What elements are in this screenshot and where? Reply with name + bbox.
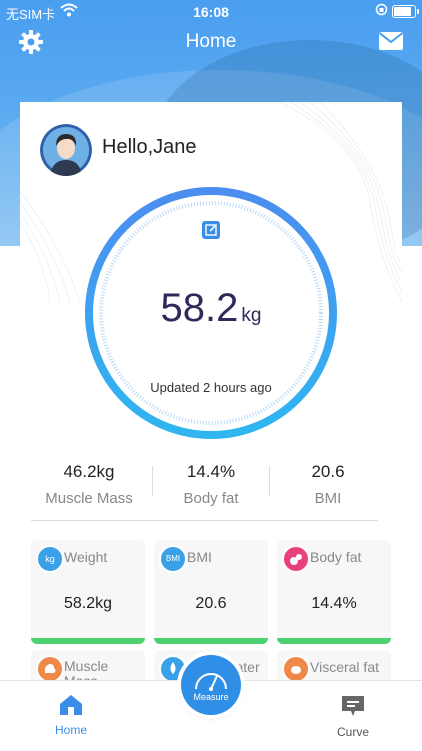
weight-readout: 58.2 kg — [0, 286, 422, 331]
weight-value: 58.2 — [160, 286, 239, 330]
bmi-icon: BMI — [159, 545, 187, 573]
divider — [152, 466, 153, 496]
tab-home[interactable]: Home — [46, 694, 96, 737]
edit-icon[interactable] — [202, 221, 220, 239]
tab-curve[interactable]: Curve — [328, 694, 378, 739]
tab-label: Home — [54, 723, 87, 737]
tile-bmi[interactable]: BMI BMI 20.6 — [154, 540, 268, 644]
summary-stats: 46.2kg Muscle Mass 14.4% Body fat 20.6 B… — [31, 462, 378, 521]
tile-value: 20.6 — [195, 595, 227, 612]
mail-icon[interactable] — [378, 31, 404, 51]
status-bar-indicator — [277, 638, 391, 644]
chart-icon — [342, 696, 364, 716]
avatar[interactable] — [40, 124, 92, 176]
page-title: Home — [185, 31, 237, 52]
clock: 16:08 — [193, 4, 229, 20]
icon-label: BMI — [165, 554, 181, 563]
tile-value: 14.4% — [311, 595, 357, 612]
stat-value: 14.4% — [186, 462, 236, 481]
tile-value: 58.2kg — [63, 595, 113, 612]
measure-button[interactable]: Measure — [181, 655, 241, 715]
stat-muscle-mass[interactable]: 46.2kg Muscle Mass — [31, 462, 147, 507]
gear-icon[interactable] — [18, 29, 44, 55]
weight-unit: kg — [241, 305, 262, 326]
avatar-icon — [40, 124, 92, 176]
updated-label: Updated 2 hours ago — [150, 380, 272, 395]
status-bar-indicator — [154, 638, 268, 644]
weight-gauge — [84, 186, 338, 440]
icon-label: kg — [45, 554, 55, 564]
kg-icon: kg — [36, 545, 64, 573]
tile-label: Weight — [64, 549, 108, 565]
drop-icon — [282, 545, 310, 573]
stat-label: Muscle Mass — [45, 490, 133, 507]
decorative-lines — [20, 102, 402, 302]
speedometer-icon — [195, 673, 227, 691]
measure-label: Measure — [193, 692, 229, 702]
home-icon — [60, 695, 82, 715]
stat-label: Body fat — [183, 490, 239, 507]
status-bar: 无SIM卡 16:08 — [0, 0, 422, 22]
battery-icon — [392, 5, 419, 18]
stat-value: 20.6 — [311, 462, 345, 481]
wifi-icon — [60, 3, 78, 17]
tile-body-fat[interactable]: Body fat 14.4% — [277, 540, 391, 644]
stat-value: 46.2kg — [63, 462, 115, 481]
carrier-label: 无SIM卡 — [6, 7, 56, 22]
status-bar-indicator — [31, 638, 145, 644]
stat-bmi[interactable]: 20.6 BMI — [270, 462, 386, 507]
stat-body-fat[interactable]: 14.4% Body fat — [153, 462, 269, 507]
muscle-icon — [36, 655, 64, 683]
tile-label: BMI — [187, 549, 212, 565]
greeting: Hello,Jane — [102, 136, 197, 158]
tile-label: Body fat — [310, 549, 362, 565]
divider — [269, 466, 270, 496]
stat-label: BMI — [314, 490, 342, 507]
tab-label: Curve — [336, 725, 369, 739]
fat-icon — [282, 655, 310, 683]
rotation-lock-icon — [375, 3, 388, 16]
tile-weight[interactable]: kg Weight 58.2kg — [31, 540, 145, 644]
tile-label: Visceral fat — [310, 659, 379, 675]
